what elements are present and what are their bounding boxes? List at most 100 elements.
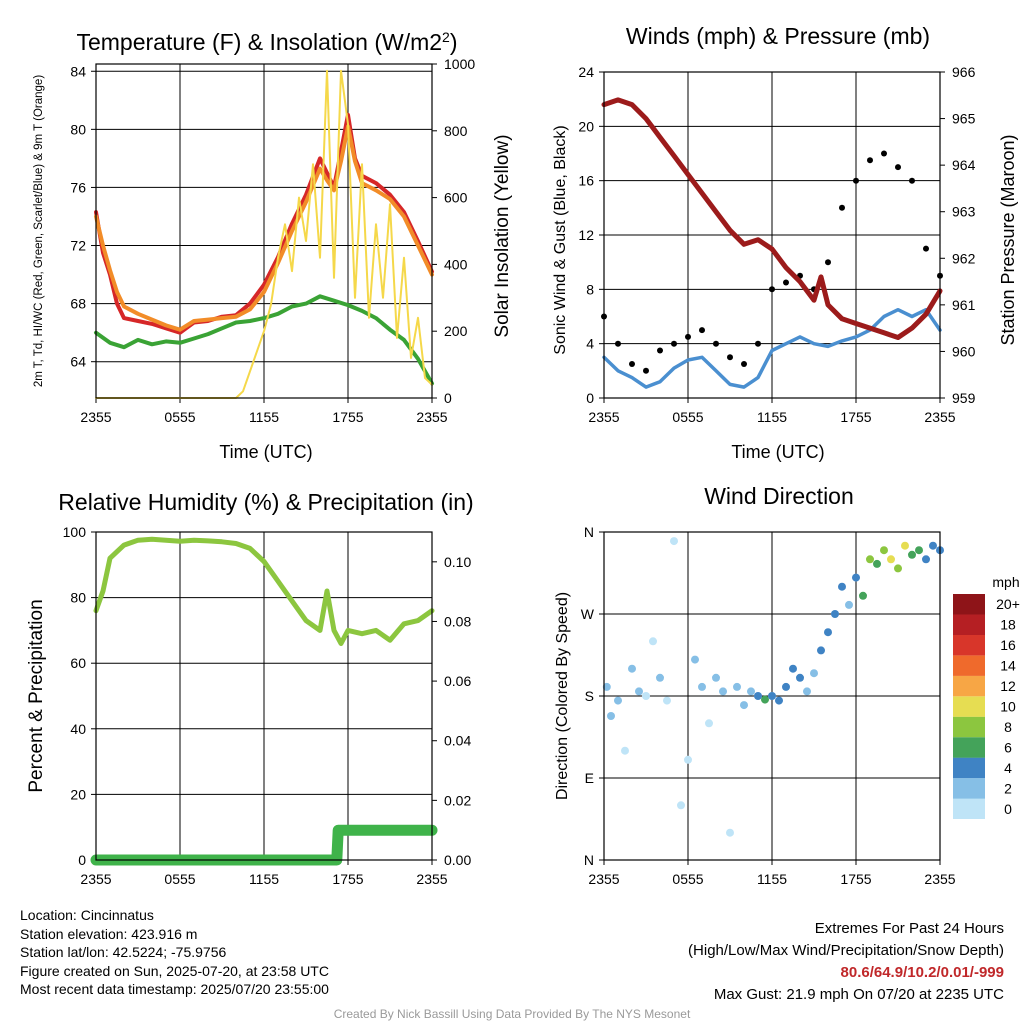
extremes-panel: Extremes For Past 24 Hours (High/Low/Max… <box>688 918 1004 1006</box>
y2-tick-label: 966 <box>952 64 976 80</box>
panel-2: 0 4 8 12 16 20 24 959 960 961 962 963 964 965 966 2355 0… <box>578 64 975 425</box>
panel-3: 0 20 40 60 80 100 0.00 0.02 0.04 0.06 0.08 0.10 2355… <box>63 524 472 887</box>
y-tick-label: 16 <box>578 173 594 189</box>
y-tick-label: 40 <box>70 721 86 737</box>
figure-created: Figure created on Sun, 2025-07-20, at 23… <box>20 962 329 979</box>
gust-point <box>909 177 915 184</box>
extremes-subtitle: (High/Low/Max Wind/Precipitation/Snow De… <box>688 942 1004 959</box>
direction-point <box>901 541 909 550</box>
extremes-title: Extremes For Past 24 Hours <box>814 920 1004 937</box>
direction-point <box>929 541 937 550</box>
direction-point <box>656 673 664 682</box>
x-tick-label: 0555 <box>164 409 195 425</box>
y2-tick-label: 1000 <box>444 56 475 72</box>
y-tick-label: 84 <box>70 63 86 79</box>
series-line <box>93 536 435 646</box>
gust-point <box>713 340 719 347</box>
gust-point <box>699 327 705 334</box>
series-line <box>602 307 942 389</box>
y2-tick-label: 0.10 <box>444 554 471 570</box>
direction-point <box>733 682 741 691</box>
plot-frame <box>95 531 433 861</box>
panel-4: N E S W N 2355 0555 1155 1755 2355 <box>581 524 956 887</box>
y-tick-label: 80 <box>70 590 86 606</box>
recent-data-timestamp: Most recent data timestamp: 2025/07/20 2… <box>20 981 329 998</box>
direction-point <box>824 628 832 637</box>
x-tick-label: 2355 <box>80 871 111 887</box>
y2-tick-label: 963 <box>952 204 976 220</box>
gust-point <box>629 361 635 367</box>
colorbar-swatch <box>953 594 985 615</box>
y2-tick-label: 0.02 <box>444 792 471 808</box>
y2-tick-label: 0.00 <box>444 852 471 868</box>
colorbar-swatch <box>953 634 985 656</box>
y-axis-label: 2m T, Td, HI/WC (Red, Green, Scarlet/Blu… <box>33 75 45 387</box>
x-tick-label: 1755 <box>840 409 871 425</box>
direction-point <box>691 655 699 664</box>
colorbar-label: 16 <box>1000 637 1016 653</box>
y-tick-label: 4 <box>586 336 594 352</box>
gust-point <box>923 245 929 252</box>
direction-point <box>761 695 769 704</box>
direction-point <box>845 600 853 609</box>
x-tick-label: 0555 <box>672 409 703 425</box>
colorbar-label: 4 <box>1004 760 1012 776</box>
colorbar-label: 0 <box>1004 801 1012 817</box>
direction-point <box>726 828 734 837</box>
direction-point <box>628 664 636 673</box>
panel-1: 64 68 72 76 80 84 0 200 400 600 800 1000 2355 0555 115… <box>70 56 475 425</box>
series-line <box>94 124 434 332</box>
direction-point <box>705 719 713 728</box>
gust-point <box>685 333 691 340</box>
x-tick-label: 0555 <box>164 871 195 887</box>
y2-tick-label: 0.04 <box>444 733 471 749</box>
direction-point <box>908 550 916 559</box>
y-tick-label: 12 <box>578 227 594 243</box>
y2-tick-label: 961 <box>952 297 976 313</box>
x-tick-label: 2355 <box>80 409 111 425</box>
direction-point <box>740 701 748 710</box>
plot-frame <box>603 71 941 399</box>
y2-tick-label: 200 <box>444 323 468 339</box>
direction-point <box>810 669 818 678</box>
gust-point <box>825 259 831 266</box>
y2-tick-label: 960 <box>952 343 976 359</box>
direction-point <box>894 564 902 573</box>
colorbar-label: 10 <box>1000 699 1016 715</box>
y2-axis-label: Solar Insolation (Yellow) <box>492 134 513 337</box>
direction-point <box>852 573 860 582</box>
colorbar-label: 18 <box>1000 617 1016 633</box>
x-tick-label: 1155 <box>249 871 279 887</box>
colorbar-label: 12 <box>1000 678 1016 694</box>
gust-point <box>615 340 621 347</box>
y-tick-label: S <box>585 688 594 704</box>
x-tick-label: 0555 <box>672 871 703 887</box>
series-line <box>94 112 434 335</box>
direction-point <box>915 546 923 555</box>
y2-tick-label: 600 <box>444 190 468 206</box>
x-tick-label: 2355 <box>924 409 955 425</box>
extremes-values: 80.6/64.9/10.2/0.01/-999 <box>840 964 1004 981</box>
gust-point <box>867 157 873 164</box>
colorbar-swatch <box>953 675 985 697</box>
x-axis-label: Time (UTC) <box>219 442 312 462</box>
y2-tick-label: 964 <box>952 157 976 173</box>
y-tick-label: 8 <box>586 281 594 297</box>
colorbar-swatch <box>953 737 985 758</box>
x-tick-label: 2355 <box>924 871 955 887</box>
direction-point <box>782 682 790 691</box>
gust-point <box>727 354 733 361</box>
y-tick-label: E <box>585 770 594 786</box>
max-gust: Max Gust: 21.9 mph On 07/20 at 2235 UTC <box>713 986 1004 1003</box>
colorbar-swatch <box>953 614 985 635</box>
series-line <box>94 294 434 386</box>
direction-point <box>873 559 881 568</box>
y-tick-label: 24 <box>578 64 594 80</box>
colorbar-swatch <box>953 798 985 819</box>
direction-point <box>789 664 797 673</box>
x-tick-label: 1155 <box>757 871 787 887</box>
direction-point <box>698 682 706 691</box>
y-tick-label: 68 <box>70 296 86 312</box>
y2-axis-label: Station Pressure (Maroon) <box>998 134 1018 345</box>
direction-point <box>838 582 846 591</box>
